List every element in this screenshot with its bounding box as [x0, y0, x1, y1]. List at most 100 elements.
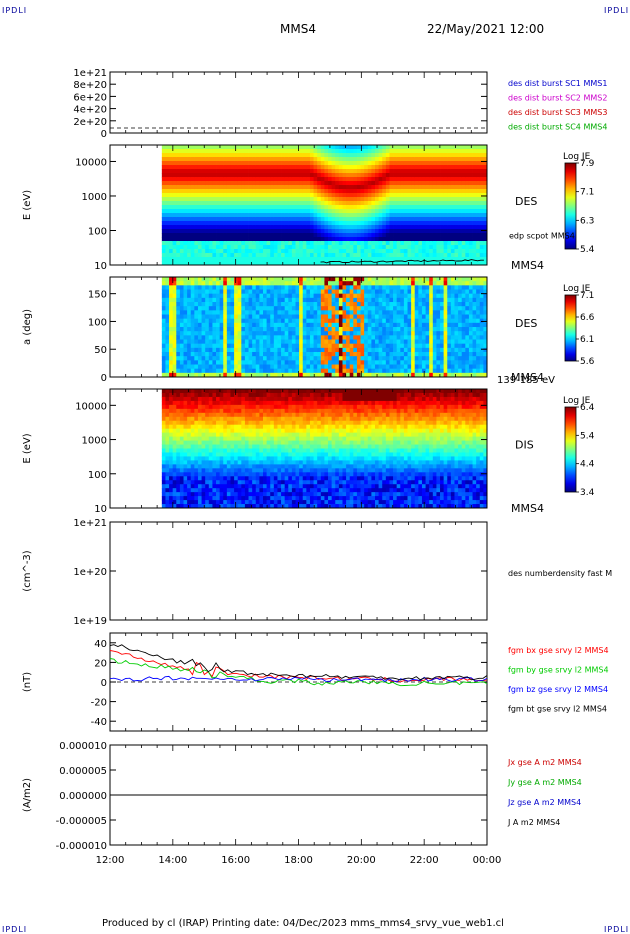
heatmap-cell-p3	[212, 327, 217, 332]
heatmap-cell-p2	[450, 225, 455, 230]
heatmap-cell-p2	[219, 193, 224, 198]
heatmap-cell-p2	[364, 157, 369, 162]
heatmap-cell-p2	[197, 241, 202, 246]
heatmap-cell-p2	[407, 177, 412, 182]
heatmap-cell-p2	[414, 173, 419, 178]
heatmap-cell-p3	[421, 297, 426, 303]
heatmap-cell-p2	[447, 173, 452, 178]
heatmap-cell-p3	[230, 356, 235, 361]
heatmap-cell-p3	[476, 356, 481, 361]
heatmap-cell-p3	[302, 372, 307, 378]
heatmap-cell-p2	[389, 193, 394, 198]
heatmap-cell-p3	[389, 360, 394, 365]
heatmap-cell-p3	[309, 310, 314, 315]
heatmap-cell-p3	[454, 360, 459, 365]
heatmap-cell-p2	[197, 173, 202, 178]
heatmap-cell-p3	[201, 347, 206, 353]
heatmap-cell-p2	[465, 253, 470, 258]
heatmap-cell-p3	[356, 331, 361, 336]
heatmap-cell-p2	[440, 229, 445, 234]
heatmap-cell-p2	[331, 209, 336, 214]
heatmap-cell-p2	[458, 189, 463, 194]
heatmap-cell-p3	[313, 347, 318, 353]
heatmap-cell-p3	[432, 310, 437, 315]
heatmap-cell-p3	[176, 352, 181, 357]
heatmap-cell-p2	[432, 209, 437, 214]
ylabel-p2: E (eV)	[22, 190, 33, 220]
heatmap-cell-p2	[360, 197, 365, 202]
heatmap-cell-p2	[281, 165, 286, 170]
heatmap-cell-p2	[205, 221, 210, 226]
heatmap-cell-p2	[447, 217, 452, 222]
heatmap-cell-p2	[364, 193, 369, 198]
heatmap-cell-p3	[443, 368, 448, 374]
heatmap-cell-p2	[216, 165, 221, 170]
heatmap-cell-p2	[299, 217, 304, 222]
heatmap-cell-p2	[421, 213, 426, 218]
heatmap-cell-p2	[223, 253, 228, 258]
heatmap-cell-p3	[375, 327, 380, 332]
heatmap-cell-p2	[169, 205, 174, 210]
heatmap-cell-p2	[263, 177, 268, 182]
heatmap-cell-p2	[320, 253, 325, 258]
heatmap-cell-p2	[190, 257, 195, 262]
heatmap-cell-p2	[367, 229, 372, 234]
heatmap-cell-p3	[284, 277, 289, 282]
heatmap-cell-p2	[179, 229, 184, 234]
heatmap-cell-p2	[443, 217, 448, 222]
heatmap-cell-p2	[443, 153, 448, 158]
heatmap-cell-p2	[179, 165, 184, 170]
heatmap-cell-p3	[212, 352, 217, 357]
heatmap-cell-p2	[226, 157, 231, 162]
heatmap-cell-p2	[418, 157, 423, 162]
heatmap-cell-p2	[295, 201, 300, 206]
heatmap-cell-p2	[447, 185, 452, 190]
heatmap-cell-p3	[172, 322, 177, 328]
heatmap-cell-p3	[248, 327, 253, 332]
heatmap-cell-p3	[346, 335, 351, 340]
heatmap-cell-p3	[273, 352, 278, 357]
heatmap-cell-p2	[450, 197, 455, 202]
heatmap-cell-p3	[219, 281, 224, 286]
heatmap-cell-p2	[472, 245, 477, 250]
heatmap-cell-p2	[349, 249, 354, 254]
heatmap-cell-p2	[183, 209, 188, 214]
heatmap-cell-p2	[219, 205, 224, 210]
heatmap-cell-p3	[349, 318, 354, 324]
heatmap-cell-p3	[241, 347, 246, 353]
heatmap-cell-p3	[197, 318, 202, 324]
heatmap-cell-p2	[378, 193, 383, 198]
heatmap-cell-p3	[425, 318, 430, 324]
heatmap-cell-p2	[331, 237, 336, 242]
heatmap-cell-p3	[407, 331, 412, 336]
heatmap-cell-p3	[288, 310, 293, 315]
heatmap-cell-p2	[479, 205, 484, 210]
heatmap-cell-p2	[223, 173, 228, 178]
heatmap-cell-p2	[291, 233, 296, 238]
heatmap-cell-p3	[364, 331, 369, 336]
heatmap-cell-p3	[165, 360, 170, 365]
heatmap-cell-p3	[411, 306, 416, 311]
heatmap-cell-p2	[299, 185, 304, 190]
heatmap-cell-p2	[360, 189, 365, 194]
heatmap-cell-p2	[450, 257, 455, 262]
heatmap-cell-p3	[356, 277, 361, 282]
heatmap-cell-p3	[436, 318, 441, 324]
heatmap-cell-p2	[458, 157, 463, 162]
heatmap-cell-p3	[465, 339, 470, 345]
heatmap-cell-p3	[234, 277, 239, 282]
heatmap-cell-p2	[295, 237, 300, 242]
heatmap-cell-p3	[234, 364, 239, 370]
heatmap-cell-p2	[194, 145, 199, 150]
heatmap-cell-p3	[328, 360, 333, 365]
heatmap-cell-p2	[324, 197, 329, 202]
heatmap-cell-p2	[244, 145, 249, 150]
heatmap-cell-p2	[338, 213, 343, 218]
heatmap-cell-p3	[313, 356, 318, 361]
heatmap-cell-p3	[400, 314, 405, 320]
heatmap-cell-p2	[385, 185, 390, 190]
heatmap-cell-p3	[479, 277, 484, 282]
heatmap-cell-p2	[436, 157, 441, 162]
heatmap-cell-p2	[205, 173, 210, 178]
heatmap-cell-p2	[418, 237, 423, 242]
